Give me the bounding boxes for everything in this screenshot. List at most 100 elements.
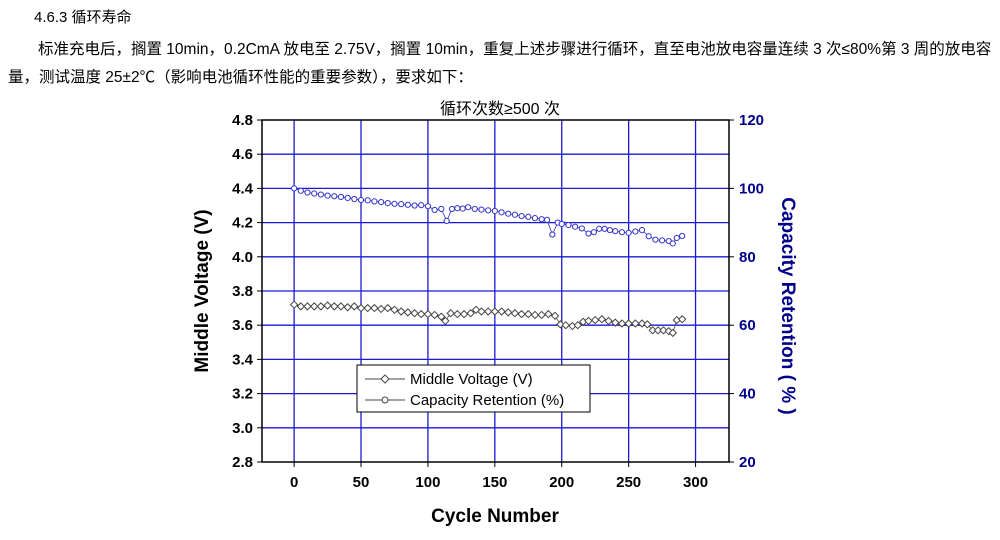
y-tick-label: 3.8 [232,283,253,300]
capacity-point [357,196,365,204]
voltage-point [510,309,520,318]
y2-tick-label: 100 [739,180,764,197]
legend-voltage-label: Middle Voltage (V) [410,371,533,388]
voltage-point [550,311,560,321]
voltage-point [296,302,306,311]
voltage-point [590,315,600,325]
capacity-point [344,194,351,202]
capacity-point [478,206,485,213]
y2-tick-label: 60 [739,317,756,334]
legend: Middle Voltage (V) Capacity Retention (%… [356,364,591,413]
voltage-point [637,319,647,328]
voltage-point [330,302,339,311]
y-tick-label: 3.0 [232,420,253,437]
capacity-point [543,216,551,223]
capacity-point [673,234,680,242]
y-tick-label: 4.0 [232,249,253,266]
voltage-point [643,320,652,329]
voltage-point [430,310,439,320]
y-tick-label: 4.2 [232,215,253,232]
voltage-point [453,309,462,319]
voltage-point [483,307,493,316]
voltage-point [504,308,513,317]
voltage-point [396,307,406,316]
capacity-point [606,227,614,234]
voltage-point [573,320,583,330]
capacity-point [638,227,646,234]
capacity-point [424,203,432,210]
capacity-point [525,213,532,220]
capacity-point [518,213,525,220]
capacity-point [384,200,391,207]
voltage-point [556,320,565,329]
voltage-point [668,328,678,338]
capacity-point [645,233,652,240]
voltage-point [524,309,533,319]
voltage-point [350,302,359,311]
voltage-point [370,303,379,313]
voltage-point [446,309,455,318]
capacity-point [311,190,318,197]
capacity-point [511,211,519,218]
capacity-point [652,236,659,243]
capacity-point [331,193,338,200]
voltage-point [383,303,392,313]
capacity-point [531,215,539,222]
capacity-point [459,205,466,212]
x-tick-label: 200 [549,474,574,491]
x-tick-label: 300 [683,474,708,491]
capacity-point [578,225,585,232]
capacity-point [448,205,456,213]
capacity-point [351,195,358,203]
capacity-point [471,205,478,213]
capacity-point [538,216,545,223]
capacity-point [324,192,331,199]
capacity-point [337,193,345,201]
capacity-point [398,201,405,208]
capacity-point [585,230,592,237]
capacity-point [297,187,304,194]
capacity-point [572,223,579,230]
capacity-point [590,229,597,236]
y-tick-label: 4.6 [232,146,253,163]
capacity-point [464,204,472,211]
capacity-point [391,200,398,207]
y-tick-label: 4.8 [232,112,253,129]
voltage-point [477,307,486,316]
y-tick-label: 3.4 [232,351,254,368]
voltage-point [611,318,620,327]
capacity-point [658,237,666,244]
voltage-point [336,302,346,311]
voltage-point [537,310,546,320]
capacity-point [565,221,572,229]
capacity-point [491,207,498,215]
capacity-point [418,202,425,209]
voltage-point [363,303,372,313]
voltage-point [490,307,500,316]
voltage-point [403,308,413,317]
voltage-point [561,320,570,330]
voltage-point [356,303,366,313]
voltage-point [617,319,627,328]
capacity-point [485,207,492,214]
voltage-point [517,309,526,319]
capacity-point [549,231,556,238]
y2-axis-label: Capacity Retention ( % ) [777,197,798,414]
voltage-point [459,309,469,319]
capacity-point [411,202,418,209]
voltage-point [423,309,433,319]
capacity-point [377,198,385,206]
capacity-point [291,185,298,192]
voltage-point [390,305,399,315]
capacity-point [317,191,324,198]
capacity-point [632,228,639,235]
capacity-point [443,217,450,224]
voltage-point [466,309,475,318]
y-tick-label: 4.4 [232,180,254,197]
capacity-point [498,209,505,216]
voltage-point [343,303,352,312]
x-tick-label: 150 [482,474,507,491]
x-tick-label: 250 [616,474,641,491]
section-paragraph: 标准充电后，搁置 10min，0.2CmA 放电至 2.75V，搁置 10min… [8,41,992,86]
